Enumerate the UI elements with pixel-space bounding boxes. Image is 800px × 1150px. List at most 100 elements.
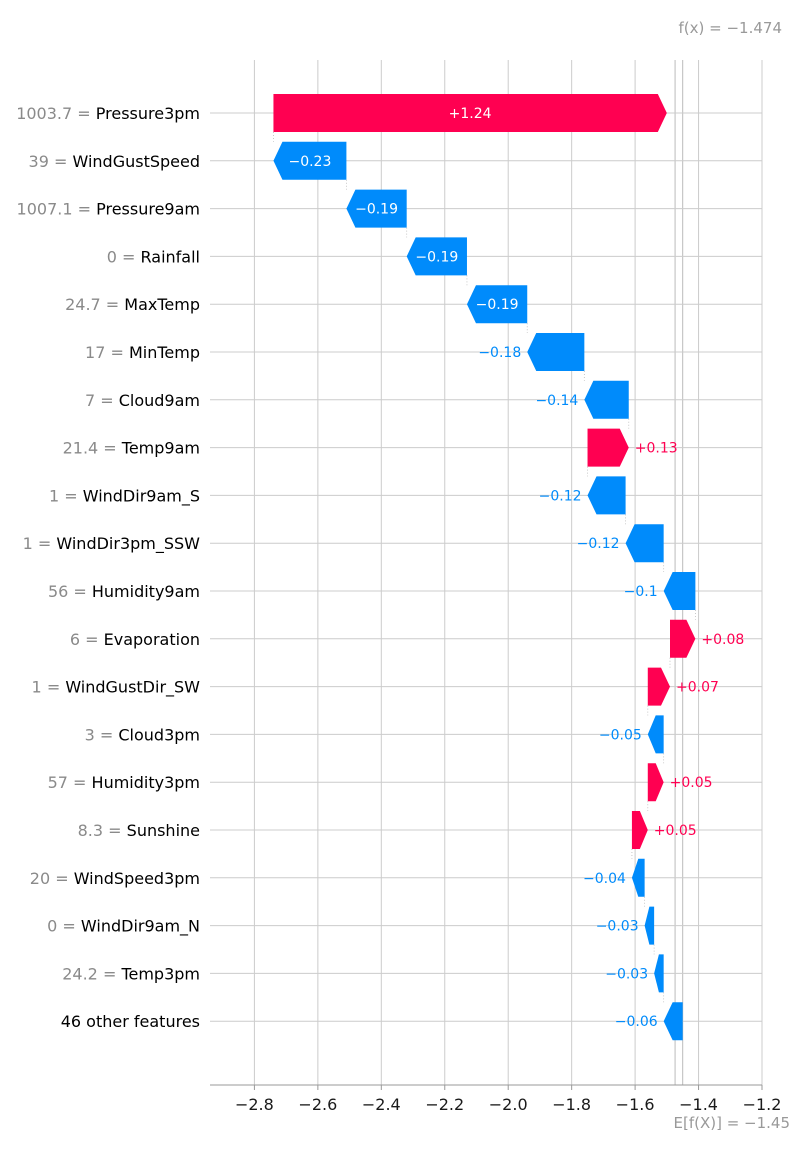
feature-value: 7 = [85,391,119,410]
negative-contribution-bar [663,1002,683,1041]
feature-name: WindGustDir_SW [65,678,200,698]
bar-value-label: +0.13 [635,441,678,457]
feature-value: 39 = [29,152,73,171]
feature-value: 1 = [23,534,57,553]
feature-name: Rainfall [141,247,200,266]
feature-name: Pressure3pm [96,104,200,123]
x-tick-label: −2.6 [298,1095,337,1114]
bar-value-label: −0.19 [476,297,519,313]
feature-value: 56 = [48,582,92,601]
x-tick-label: −1.2 [743,1095,782,1114]
positive-contribution-bar [273,94,667,132]
feature-label: 0 = WindDir9am_N [47,917,200,937]
bar-value-label: −0.03 [605,966,648,982]
negative-contribution-bar [647,715,664,754]
feature-label: 1 = WindDir3pm_SSW [23,534,201,554]
feature-value: 21.4 = [63,439,122,458]
negative-contribution-bar [663,572,696,610]
feature-label: 0 = Rainfall [107,247,200,266]
feature-value: 0 = [47,917,81,936]
bar-value-label: −0.23 [288,154,331,170]
feature-name: WindDir9am_N [81,917,200,937]
feature-label: 1007.1 = Pressure9am [17,200,200,219]
x-tick-label: −1.8 [552,1095,591,1114]
feature-value: 57 = [48,773,92,792]
feature-label: 39 = WindGustSpeed [29,152,200,171]
negative-contribution-bar [631,858,645,897]
feature-name: Cloud3pm [118,725,200,744]
feature-label: 7 = Cloud9am [85,391,200,410]
feature-name: Humidity3pm [92,773,200,792]
bar-value-label: +0.07 [676,680,719,696]
feature-value: 24.2 = [62,964,121,983]
feature-name: WindDir9am_S [83,486,200,506]
feature-name: Humidity9am [92,582,200,601]
bar-value-label: −0.18 [478,345,521,361]
feature-value: 1003.7 = [16,104,96,123]
feature-value: 1007.1 = [17,200,97,219]
negative-contribution-bar [406,237,467,276]
feature-label: 21.4 = Temp9am [63,439,200,458]
feature-name: 46 other features [61,1012,200,1031]
negative-contribution-bar [654,954,664,993]
feature-name: Temp3pm [120,964,200,983]
negative-contribution-bar [584,380,629,419]
bar-value-label: −0.05 [599,727,642,743]
feature-value: 0 = [107,247,141,266]
bar-value-label: −0.19 [415,249,458,265]
feature-value: 1 = [32,678,66,697]
x-tick-label: −2.0 [489,1095,528,1114]
feature-value: 8.3 = [78,821,127,840]
positive-contribution-bar [647,763,664,802]
feature-label: 24.2 = Temp3pm [62,964,200,983]
feature-value: 20 = [30,869,74,888]
feature-label: 1 = WindGustDir_SW [32,678,201,698]
feature-name: MaxTemp [124,295,200,314]
feature-value: 1 = [49,486,83,505]
base-value-label: E[f(X)] = −1.45 [673,1114,790,1132]
negative-contribution-bar [346,189,407,228]
x-tick-label: −1.6 [616,1095,655,1114]
bar-value-label: −0.12 [539,488,582,504]
feature-value: 24.7 = [65,295,124,314]
output-value-label: f(x) = −1.474 [679,19,782,37]
x-tick-label: −2.2 [425,1095,464,1114]
bar-value-label: −0.14 [535,393,578,409]
bar-value-label: −0.04 [583,871,626,887]
bar-value-label: −0.06 [615,1014,658,1030]
negative-contribution-bar [466,285,528,324]
bar-value-label: +0.05 [654,823,697,839]
bar-value-label: −0.03 [596,919,639,935]
bar-layer [273,94,696,1041]
negative-contribution-bar [644,906,655,945]
negative-contribution-bar [587,476,626,515]
feature-name: WindGustSpeed [72,152,200,171]
positive-contribution-bar [587,428,629,467]
feature-name: WindDir3pm_SSW [56,534,200,554]
feature-name: Pressure9am [96,200,200,219]
feature-label: 1 = WindDir9am_S [49,486,200,506]
feature-value: 6 = [70,630,104,649]
bar-value-label: −0.1 [624,584,658,600]
bar-value-label: +0.05 [670,775,713,791]
feature-label: 3 = Cloud3pm [85,725,200,744]
feature-label: 17 = MinTemp [85,343,200,362]
positive-contribution-bar [647,667,670,706]
negative-contribution-bar [625,524,664,563]
feature-label: 6 = Evaporation [70,630,200,649]
feature-name: MinTemp [129,343,200,362]
positive-contribution-bar [670,619,696,658]
negative-contribution-bar [273,141,347,180]
feature-name: WindSpeed3pm [74,869,200,888]
feature-name: Temp9am [121,439,200,458]
feature-label: 46 other features [61,1012,200,1031]
feature-name: Evaporation [104,630,200,649]
feature-label: 24.7 = MaxTemp [65,295,200,314]
feature-label: 1003.7 = Pressure3pm [16,104,200,123]
positive-contribution-bar [631,811,648,849]
feature-value: 3 = [85,725,119,744]
negative-contribution-bar [527,333,585,371]
bar-value-label: −0.19 [355,202,398,218]
feature-name: Sunshine [127,821,200,840]
